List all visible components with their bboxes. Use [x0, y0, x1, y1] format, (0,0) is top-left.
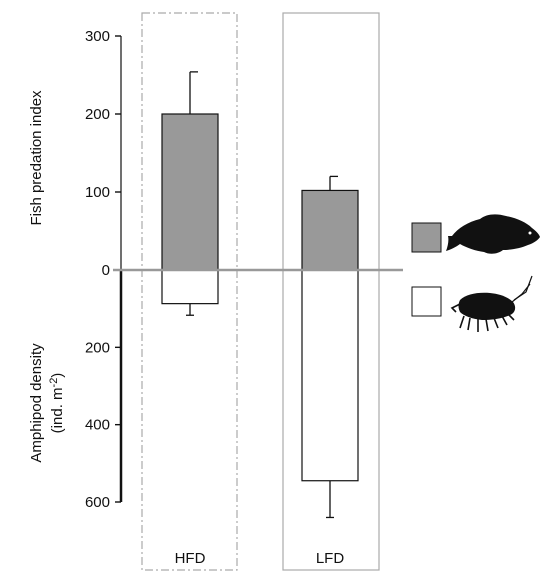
amphipod-error-bar-lfd [326, 480, 334, 519]
hfd-group-frame [141, 12, 238, 571]
upper-y-axis-title: Fish predation index [28, 90, 45, 226]
category-label-lfd: LFD [316, 550, 345, 567]
upper-tick-label-200: 200 [85, 106, 110, 123]
amphipod-bar-hfd [161, 269, 219, 305]
fish-error-bar-hfd [189, 71, 198, 114]
amphipod-error-bar-hfd [186, 303, 194, 316]
amphipod-bar-lfd [301, 269, 359, 482]
bars [161, 71, 359, 519]
amphipod-silhouette-icon [450, 275, 533, 332]
unit-prefix: (ind. m [49, 387, 66, 433]
upper-tick-label-0: 0 [102, 262, 110, 279]
lower-tick-label-200: 200 [85, 339, 110, 356]
lower-y-axis-title-line1: Amphipod density [28, 343, 45, 463]
fish-bar-lfd [301, 189, 359, 271]
fish-silhouette-icon [446, 214, 540, 254]
lower-y-axis-title-line2: (ind. m-2) [48, 373, 66, 434]
legend-swatch-fish [411, 222, 442, 253]
y-tick-labels: 0 100 200 300 200 400 600 [85, 28, 110, 511]
unit-suffix: ) [49, 373, 66, 378]
lower-tick-label-400: 400 [85, 417, 110, 434]
fish-bar-hfd [161, 113, 219, 271]
category-label-hfd: HFD [175, 550, 206, 567]
fish-error-bar-lfd [329, 175, 338, 191]
unit-superscript: -2 [48, 378, 60, 388]
lower-tick-label-600: 600 [85, 494, 110, 511]
lfd-group-frame [282, 12, 380, 571]
upper-tick-label-100: 100 [85, 184, 110, 201]
legend [411, 214, 540, 332]
legend-swatch-amphipod [411, 286, 442, 317]
upper-tick-label-300: 300 [85, 28, 110, 45]
